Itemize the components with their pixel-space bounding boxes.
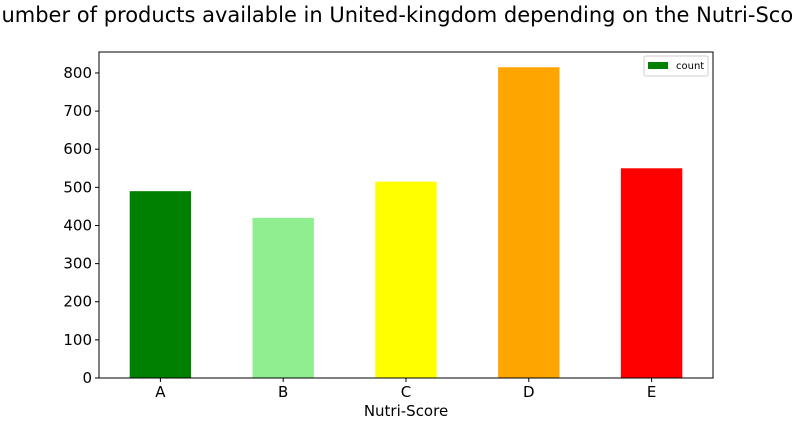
x-tick-label: D: [523, 383, 535, 401]
plot-frame: [98, 51, 714, 379]
x-tick-label: B: [278, 383, 288, 401]
bar-B: [252, 217, 314, 378]
y-tick-label: 700: [63, 102, 92, 120]
x-axis: A B C D E: [155, 378, 656, 401]
y-axis: 0 100 200 300 400 500 600 700 800: [63, 64, 99, 387]
y-tick-label: 500: [63, 178, 92, 196]
y-tick-label: 400: [63, 216, 92, 234]
x-tick-label: E: [647, 383, 656, 401]
y-tick-label: 600: [63, 140, 92, 158]
y-tick-label: 300: [63, 255, 92, 273]
chart-title: Number of products available in United-k…: [0, 3, 792, 27]
y-tick-label: 800: [63, 64, 92, 82]
bar-D: [498, 67, 560, 378]
x-tick-label: A: [155, 383, 166, 401]
bar-A: [129, 191, 192, 378]
legend: count: [643, 55, 709, 77]
x-axis-label: Nutri-Score: [364, 402, 448, 420]
legend-swatch: [648, 62, 668, 69]
bar-E: [620, 168, 683, 378]
x-tick-label: C: [401, 383, 411, 401]
y-tick-label: 100: [63, 331, 92, 349]
legend-box: [643, 55, 709, 77]
bars-group: [129, 67, 683, 378]
y-tick-label: 0: [82, 369, 92, 387]
bar-C: [375, 181, 437, 378]
legend-label: count: [676, 61, 704, 72]
y-tick-label: 200: [63, 293, 92, 311]
